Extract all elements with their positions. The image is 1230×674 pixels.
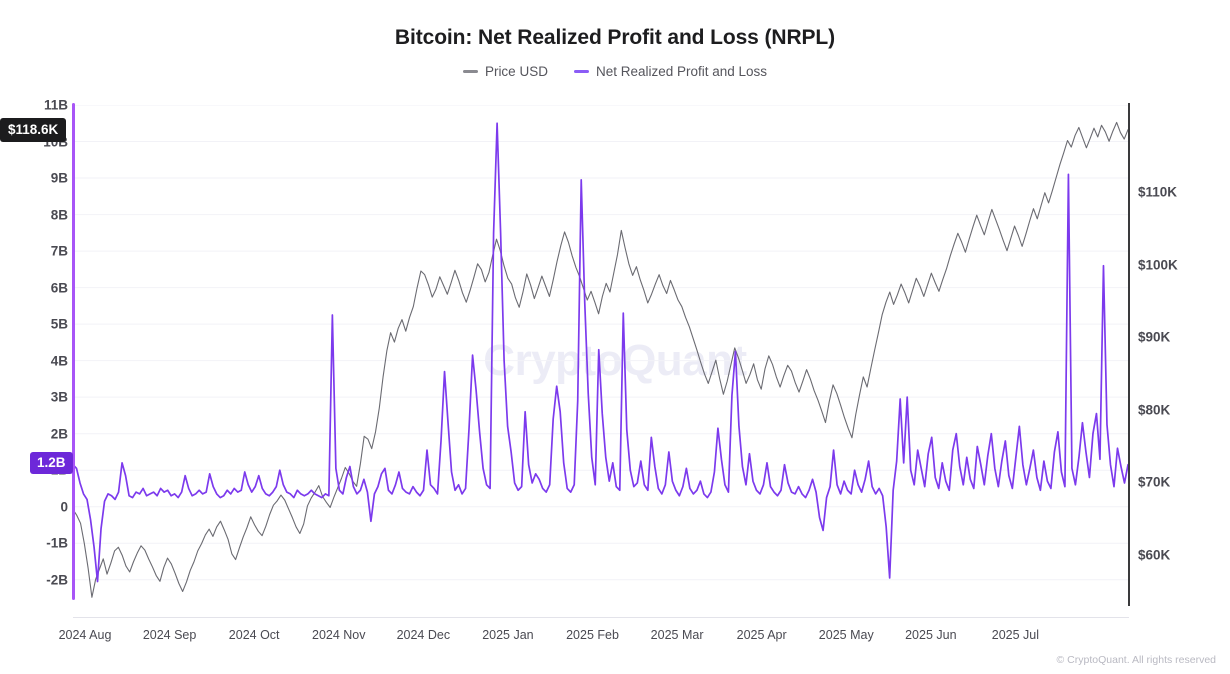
left-axis-tick-label: 2B	[50, 426, 68, 442]
x-axis-tick-label: 2025 Feb	[566, 628, 619, 642]
left-axis-value-badge: 1.2B	[30, 451, 73, 474]
left-axis-tick-label: 11B	[43, 97, 68, 113]
left-axis-tick-label: 7B	[50, 243, 68, 259]
right-axis-value-badge: $118.6K	[0, 117, 67, 142]
copyright-footer: © CryptoQuant. All rights reserved	[1056, 654, 1216, 666]
right-axis-tick-label: $110K	[1138, 184, 1178, 200]
left-axis-tick-label: 5B	[50, 316, 68, 332]
x-axis-tick-label: 2024 Sep	[142, 628, 197, 642]
x-axis-tick-label: 2025 Jul	[991, 628, 1040, 642]
legend-swatch-nrpl	[573, 70, 589, 73]
legend-item-nrpl[interactable]: Net Realized Profit and Loss	[573, 64, 768, 79]
left-axis-tick-label: 9B	[50, 170, 68, 186]
x-axis-tick-label: 2024 Dec	[396, 628, 451, 642]
x-axis-tick-label: 2024 Oct	[228, 628, 280, 642]
price-usd-line	[73, 121, 1128, 598]
x-axis-tick-label: 2024 Nov	[311, 628, 366, 642]
plot-area	[73, 105, 1128, 598]
right-axis-tick-label: $60K	[1138, 547, 1171, 562]
left-axis-tick-label: -2B	[46, 572, 68, 588]
left-axis-tick-label: 6B	[50, 280, 68, 296]
nrpl-line	[73, 122, 1128, 583]
left-axis-tick-label: 3B	[50, 389, 68, 405]
left-axis-tick-label: 4B	[50, 353, 68, 369]
page-title: Bitcoin: Net Realized Profit and Loss (N…	[394, 26, 836, 49]
x-axis-tick-label: 2024 Aug	[58, 628, 112, 642]
bottom-axis-line	[73, 617, 1129, 618]
right-axis-line	[1128, 103, 1130, 606]
gridlines	[73, 105, 1128, 581]
left-axis-line	[72, 103, 75, 600]
left-axis-tick-label: 0	[60, 499, 68, 515]
left-axis-ticks: 11B10B9B8B7B6B5B4B3B2B1B0-1B-2B	[0, 0, 68, 674]
right-axis-tick-label: $70K	[1138, 474, 1171, 490]
x-axis-tick-label: 2025 Jan	[482, 628, 534, 642]
x-axis-tick-label: 2025 Jun	[905, 628, 957, 642]
chart-legend: Price USD Net Realized Profit and Loss	[0, 64, 1230, 79]
legend-label-price-usd: Price USD	[484, 64, 548, 79]
legend-item-price-usd[interactable]: Price USD	[462, 64, 548, 79]
right-axis-tick-label: $90K	[1138, 329, 1171, 345]
right-axis-ticks: $110K $100K $90K $80K $70K $60K	[1138, 0, 1230, 674]
right-axis-tick-label: $100K	[1138, 257, 1178, 272]
left-axis-tick-label: -1B	[46, 535, 68, 551]
legend-label-nrpl: Net Realized Profit and Loss	[595, 64, 768, 79]
x-axis-tick-label: 2025 May	[818, 628, 874, 642]
plot-svg	[73, 105, 1128, 598]
x-axis-tick-label: 2025 Mar	[650, 628, 704, 642]
legend-swatch-price-usd	[462, 70, 478, 73]
right-axis-tick-label: $80K	[1138, 402, 1171, 417]
left-axis-tick-label: 8B	[50, 207, 68, 223]
x-axis-tick-label: 2025 Apr	[736, 628, 787, 642]
